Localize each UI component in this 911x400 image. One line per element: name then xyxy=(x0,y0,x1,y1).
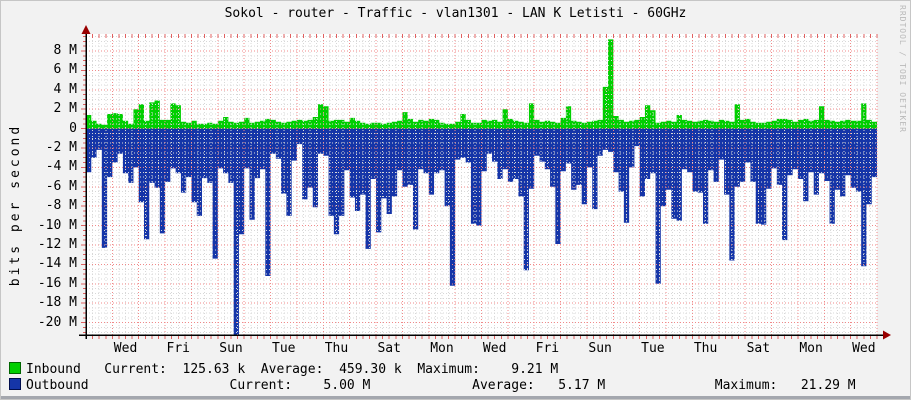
legend-row-outbound: Outbound Current: 5.00 M Average: 5.17 M… xyxy=(9,378,856,392)
legend-inbound-swatch-icon xyxy=(9,362,21,374)
gridlines xyxy=(85,34,878,335)
y-tick-label: -8 M xyxy=(45,198,77,214)
legend-outbound-text: Outbound Current: 5.00 M Average: 5.17 M… xyxy=(26,378,856,393)
y-tick-label: -16 M xyxy=(37,275,77,291)
x-tick-label: Tue xyxy=(641,341,665,356)
y-tick-label: -10 M xyxy=(37,217,77,233)
x-tick-label: Wed xyxy=(852,341,876,356)
bottom-border-band xyxy=(1,396,910,399)
x-tick-label: Thu xyxy=(693,341,718,356)
y-tick-label: 0 xyxy=(69,120,77,136)
outbound-area xyxy=(86,128,877,335)
x-tick-label: Sat xyxy=(377,341,401,356)
x-tick-label: Mon xyxy=(799,341,823,356)
y-tick-label: 8 M xyxy=(53,43,77,58)
x-tick-label: Fri xyxy=(535,341,560,356)
x-tick-label: Sun xyxy=(219,341,243,356)
x-tick-label: Thu xyxy=(324,341,349,356)
axis-ticks xyxy=(81,34,878,339)
legend-outbound-swatch-icon xyxy=(9,378,21,390)
y-axis-arrow-icon xyxy=(81,25,91,34)
x-tick-label: Sat xyxy=(746,341,771,356)
x-tick-label: Fri xyxy=(166,341,191,356)
graph-title: Sokol - router - Traffic - vlan1301 - LA… xyxy=(224,6,687,21)
legend-inbound-text: Inbound Current: 125.63 k Average: 459.3… xyxy=(26,362,559,377)
y-tick-label: -4 M xyxy=(45,159,77,175)
x-tick-label: Wed xyxy=(113,341,138,356)
x-axis-arrow-icon xyxy=(883,330,891,340)
y-tick-label: -6 M xyxy=(45,178,77,194)
y-tick-label: 4 M xyxy=(53,81,77,97)
y-tick-label: -12 M xyxy=(37,237,77,252)
x-tick-label: Mon xyxy=(430,341,454,356)
y-tick-label: -2 M xyxy=(45,140,77,155)
x-tick-label: Sun xyxy=(588,341,612,356)
y-tick-label: 6 M xyxy=(53,62,77,78)
y-tick-label: 2 M xyxy=(53,101,77,117)
legend-row-inbound: Inbound Current: 125.63 k Average: 459.3… xyxy=(9,362,558,376)
x-tick-label: Wed xyxy=(482,341,507,356)
y-tick-label: -20 M xyxy=(37,314,77,330)
x-tick-label: Tue xyxy=(272,341,296,356)
y-tick-label: -18 M xyxy=(37,295,77,311)
y-tick-label: -14 M xyxy=(37,256,77,272)
